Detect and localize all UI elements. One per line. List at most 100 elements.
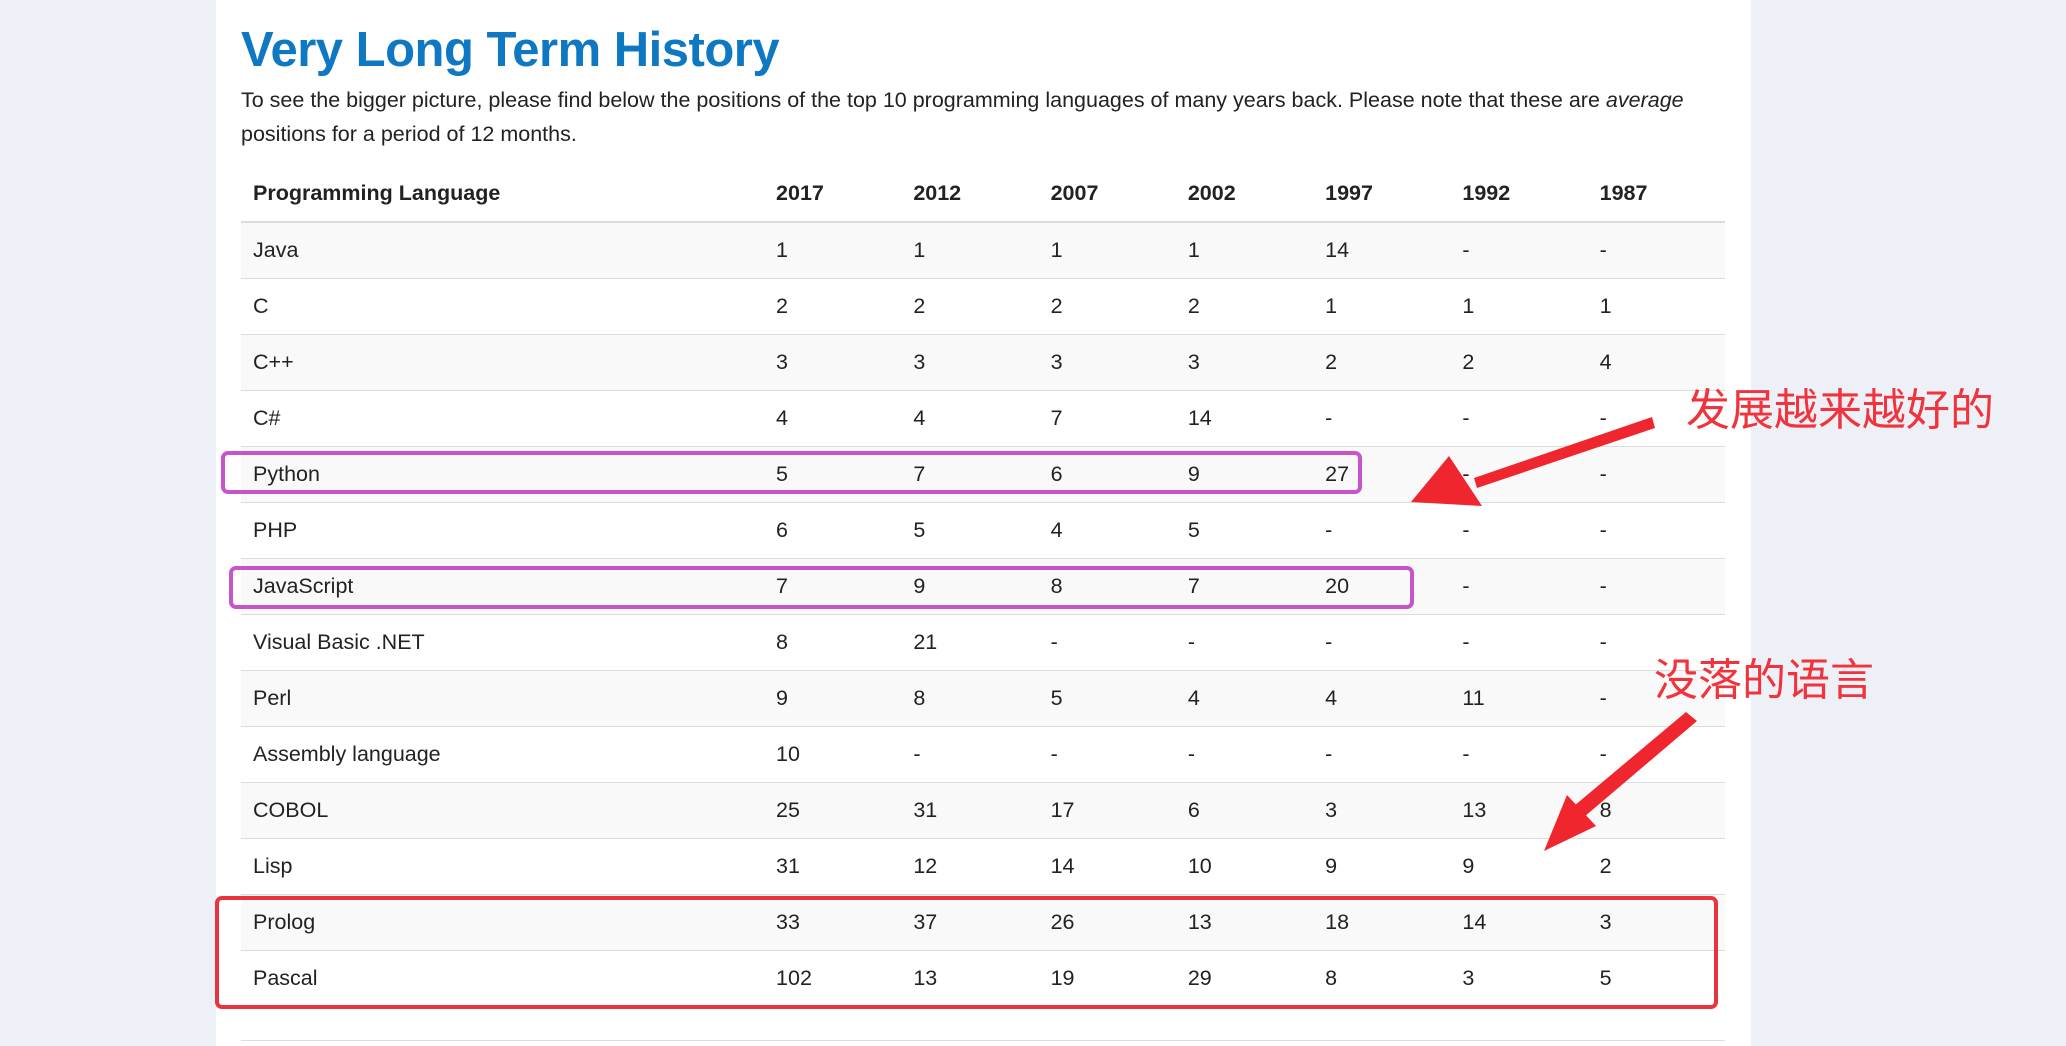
- rank-cell: 2: [764, 277, 902, 334]
- page-title: Very Long Term History: [241, 23, 780, 77]
- rank-cell: 4: [901, 389, 1039, 446]
- table-row: JavaScript 7 9 8 7 20- -: [241, 557, 1725, 614]
- column-header-language: Programming Language: [241, 166, 765, 223]
- rank-cell: 6: [1175, 781, 1314, 838]
- rank-cell: 8: [764, 613, 902, 670]
- language-name-cell: Lisp: [241, 837, 765, 894]
- column-header-year: 2012: [901, 166, 1039, 223]
- rank-cell: 27: [1313, 445, 1451, 502]
- column-header-year: 1992: [1450, 166, 1588, 223]
- rank-cell: 10: [1175, 837, 1314, 894]
- language-name-cell: Prolog: [241, 893, 765, 950]
- rank-cell: -: [1175, 613, 1314, 670]
- column-header-year: 1987: [1587, 166, 1725, 223]
- rank-cell: 31: [901, 781, 1039, 838]
- rank-cell: 4: [1313, 669, 1451, 726]
- rank-cell: -: [1587, 389, 1725, 446]
- rank-cell: 4: [764, 389, 902, 446]
- rank-cell: -: [1587, 613, 1725, 670]
- rank-cell: 8: [1587, 781, 1725, 838]
- rank-cell: 8: [1313, 949, 1451, 1006]
- rank-cell: 11: [1450, 669, 1588, 726]
- rank-cell: 8: [901, 669, 1039, 726]
- rank-cell: -: [1450, 557, 1588, 614]
- rank-cell: -: [1587, 725, 1725, 782]
- rank-cell: 13: [1175, 893, 1314, 950]
- rank-cell: -: [901, 725, 1039, 782]
- rank-cell: 14: [1450, 893, 1588, 950]
- rank-cell: 5: [901, 501, 1039, 558]
- table-row: Prolog 33 37 26 13 18 14 3: [241, 893, 1725, 950]
- rank-cell: -: [1313, 389, 1451, 446]
- rank-cell: 7: [1175, 557, 1314, 614]
- rank-cell: 7: [1038, 389, 1176, 446]
- language-name-cell: C: [241, 277, 765, 334]
- rank-cell: -: [1450, 501, 1588, 558]
- column-header-year: 2007: [1038, 166, 1176, 223]
- intro-emphasis: average: [1605, 88, 1684, 112]
- table-row: PHP 6 5 4 5- - -: [241, 501, 1725, 558]
- rank-cell: -: [1587, 221, 1725, 278]
- rank-cell: -: [1587, 669, 1725, 726]
- table-row: Visual Basic .NET 8 21- - - - -: [241, 613, 1725, 670]
- rank-cell: 2: [1038, 277, 1176, 334]
- language-name-cell: JavaScript: [241, 557, 765, 614]
- rank-cell: 13: [901, 949, 1039, 1006]
- rank-cell: -: [1450, 389, 1588, 446]
- language-name-cell: Visual Basic .NET: [241, 613, 765, 670]
- rank-cell: 1: [1450, 277, 1588, 334]
- table-row: Java 1 1 1 1 14- -: [241, 221, 1725, 278]
- rank-cell: 7: [901, 445, 1039, 502]
- column-header-year: 1997: [1313, 166, 1451, 223]
- table-header-row: Programming Language 2017 2012 2007 2002 1997…: [241, 166, 1725, 223]
- rank-cell: 4: [1587, 333, 1725, 390]
- rank-cell: 33: [764, 893, 902, 950]
- language-name-cell: Java: [241, 221, 765, 278]
- rank-cell: 3: [1450, 949, 1588, 1006]
- rank-cell: 10: [764, 725, 902, 782]
- rank-cell: 2: [1175, 277, 1314, 334]
- rank-cell: -: [1450, 725, 1588, 782]
- rank-cell: -: [1450, 221, 1588, 278]
- language-name-cell: C#: [241, 389, 765, 446]
- rank-cell: 6: [764, 501, 902, 558]
- rank-cell: 14: [1175, 389, 1314, 446]
- rank-cell: 8: [1038, 557, 1176, 614]
- rank-cell: 3: [1313, 781, 1451, 838]
- language-name-cell: C++: [241, 333, 765, 390]
- table-row: Assembly language 10- - - - - -: [241, 725, 1725, 782]
- rank-cell: 1: [1313, 277, 1451, 334]
- table-row: COBOL 25 31 17 6 3 13 8: [241, 781, 1725, 838]
- rank-cell: 1: [1587, 277, 1725, 334]
- rank-cell: -: [1450, 613, 1588, 670]
- language-name-cell: Perl: [241, 669, 765, 726]
- rank-cell: 17: [1038, 781, 1176, 838]
- rank-cell: 2: [901, 277, 1039, 334]
- language-name-cell: PHP: [241, 501, 765, 558]
- rank-cell: -: [1450, 445, 1588, 502]
- bottom-divider: [241, 1040, 1725, 1041]
- rank-cell: -: [1313, 613, 1451, 670]
- table-row: C++ 3 3 3 3 2 2 4: [241, 333, 1725, 390]
- rank-cell: 9: [1450, 837, 1588, 894]
- rank-cell: 3: [1587, 893, 1725, 950]
- intro-paragraph: To see the bigger picture, please find b…: [241, 83, 1721, 151]
- rank-cell: 1: [1038, 221, 1176, 278]
- language-name-cell: Python: [241, 445, 765, 502]
- rank-cell: -: [1313, 725, 1451, 782]
- rank-cell: 3: [1038, 333, 1176, 390]
- rank-cell: 21: [901, 613, 1039, 670]
- table-row: Python 5 7 6 9 27- -: [241, 445, 1725, 502]
- rank-cell: 1: [1175, 221, 1314, 278]
- rank-cell: -: [1587, 445, 1725, 502]
- table-row: Pascal 102 13 19 29 8 3 5: [241, 949, 1725, 1006]
- rank-cell: 2: [1450, 333, 1588, 390]
- rank-cell: 1: [764, 221, 902, 278]
- rank-cell: 5: [764, 445, 902, 502]
- rank-cell: 13: [1450, 781, 1588, 838]
- rank-cell: 1: [901, 221, 1039, 278]
- rank-cell: -: [1175, 725, 1314, 782]
- rank-cell: 31: [764, 837, 902, 894]
- language-name-cell: Assembly language: [241, 725, 765, 782]
- language-name-cell: Pascal: [241, 949, 765, 1006]
